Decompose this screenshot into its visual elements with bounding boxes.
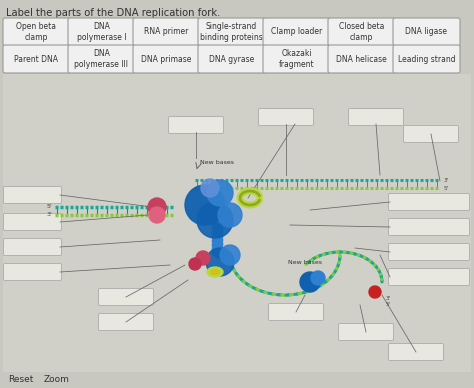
Text: DNA ligase: DNA ligase <box>405 28 447 36</box>
Circle shape <box>189 258 201 270</box>
FancyBboxPatch shape <box>348 109 403 125</box>
Text: Label the parts of the DNA replication fork.: Label the parts of the DNA replication f… <box>6 8 220 18</box>
FancyBboxPatch shape <box>393 18 460 46</box>
FancyBboxPatch shape <box>133 45 200 73</box>
Text: RNA primer: RNA primer <box>144 28 189 36</box>
Text: Open beta
clamp: Open beta clamp <box>17 22 56 42</box>
Circle shape <box>311 271 325 285</box>
FancyBboxPatch shape <box>3 187 62 203</box>
FancyBboxPatch shape <box>68 18 135 46</box>
FancyBboxPatch shape <box>198 18 265 46</box>
FancyBboxPatch shape <box>3 239 62 256</box>
Circle shape <box>197 202 233 238</box>
FancyBboxPatch shape <box>403 125 458 142</box>
Text: New bases: New bases <box>288 260 322 265</box>
Circle shape <box>300 272 320 292</box>
Text: New bases: New bases <box>200 161 234 166</box>
Text: DNA primase: DNA primase <box>141 54 191 64</box>
Text: DNA
polymerase I: DNA polymerase I <box>77 22 126 42</box>
Circle shape <box>185 185 225 225</box>
FancyBboxPatch shape <box>3 213 62 230</box>
FancyBboxPatch shape <box>268 303 323 320</box>
Circle shape <box>196 251 210 265</box>
Circle shape <box>201 179 219 197</box>
Circle shape <box>206 248 234 276</box>
FancyBboxPatch shape <box>198 45 265 73</box>
Ellipse shape <box>207 267 223 277</box>
Text: 5': 5' <box>444 185 449 191</box>
FancyBboxPatch shape <box>3 45 70 73</box>
Text: Leading strand: Leading strand <box>398 54 456 64</box>
FancyBboxPatch shape <box>133 18 200 46</box>
FancyBboxPatch shape <box>389 218 470 236</box>
Circle shape <box>207 180 233 206</box>
Text: DNA gyrase: DNA gyrase <box>209 54 254 64</box>
FancyBboxPatch shape <box>338 324 393 341</box>
Circle shape <box>369 286 381 298</box>
Text: Okazaki
fragment: Okazaki fragment <box>279 49 314 69</box>
Text: Parent DNA: Parent DNA <box>15 54 58 64</box>
FancyBboxPatch shape <box>389 268 470 286</box>
Text: 5': 5' <box>386 303 391 308</box>
Text: Closed beta
clamp: Closed beta clamp <box>339 22 384 42</box>
FancyBboxPatch shape <box>168 116 224 133</box>
Ellipse shape <box>210 270 219 274</box>
FancyBboxPatch shape <box>389 194 470 211</box>
FancyBboxPatch shape <box>328 45 395 73</box>
Circle shape <box>148 198 166 216</box>
Text: Reset: Reset <box>8 376 33 385</box>
FancyBboxPatch shape <box>3 18 70 46</box>
Text: 3': 3' <box>46 213 52 218</box>
FancyBboxPatch shape <box>328 18 395 46</box>
Circle shape <box>220 245 240 265</box>
Text: 3': 3' <box>386 296 391 300</box>
Text: Clamp loader: Clamp loader <box>271 28 322 36</box>
FancyBboxPatch shape <box>263 45 330 73</box>
Circle shape <box>149 207 165 223</box>
Text: Single-strand
binding proteins: Single-strand binding proteins <box>200 22 263 42</box>
FancyBboxPatch shape <box>99 314 154 331</box>
FancyBboxPatch shape <box>99 289 154 305</box>
FancyBboxPatch shape <box>389 244 470 260</box>
Text: DNA
polymerase III: DNA polymerase III <box>74 49 128 69</box>
Text: 5': 5' <box>46 204 52 210</box>
FancyBboxPatch shape <box>3 74 471 372</box>
FancyBboxPatch shape <box>3 263 62 281</box>
FancyBboxPatch shape <box>258 109 313 125</box>
FancyBboxPatch shape <box>393 45 460 73</box>
FancyBboxPatch shape <box>263 18 330 46</box>
FancyBboxPatch shape <box>389 343 444 360</box>
FancyBboxPatch shape <box>68 45 135 73</box>
Text: DNA helicase: DNA helicase <box>336 54 387 64</box>
Text: 3': 3' <box>444 177 449 182</box>
Circle shape <box>218 203 242 227</box>
Text: Zoom: Zoom <box>44 376 70 385</box>
